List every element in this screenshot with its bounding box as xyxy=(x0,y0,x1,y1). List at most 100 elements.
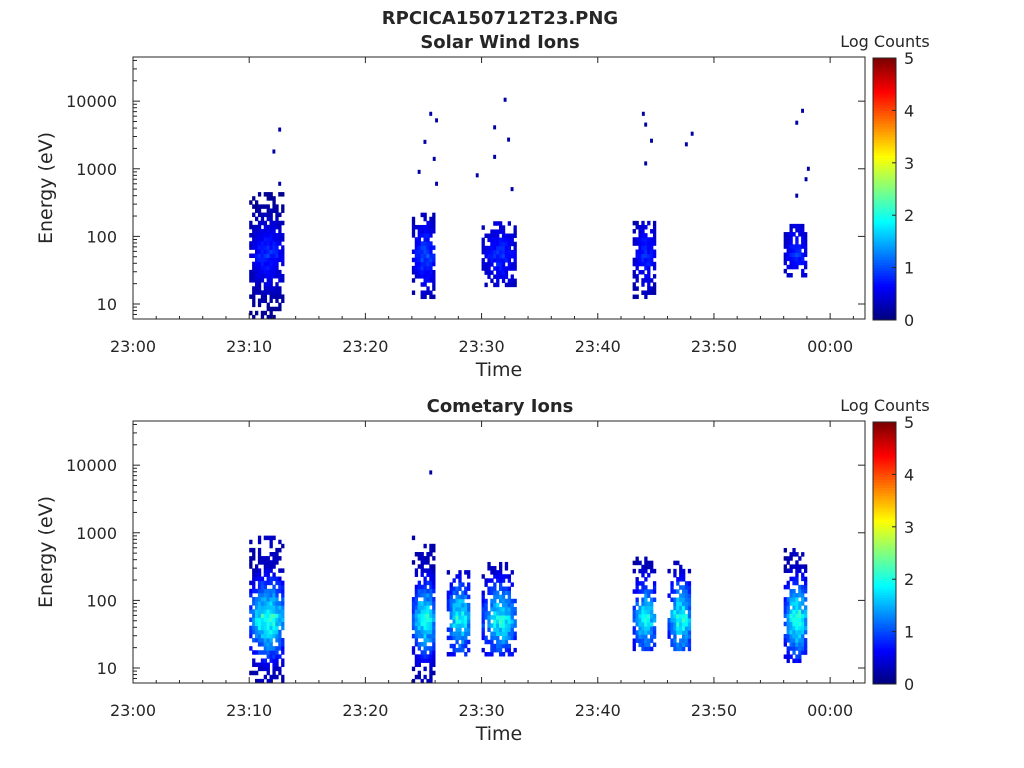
heatmap-cell xyxy=(490,615,494,620)
heatmap-cell xyxy=(275,261,279,267)
heatmap-cell xyxy=(458,631,462,637)
heatmap-cell xyxy=(266,261,270,267)
heatmap-cell xyxy=(423,237,427,242)
heatmap-cell xyxy=(464,623,468,628)
heatmap-cell xyxy=(510,627,514,632)
heatmap-cell xyxy=(414,241,419,246)
heatmap-cell xyxy=(795,654,799,659)
heatmap-cell xyxy=(260,576,265,582)
colorbar-tick-label: 0 xyxy=(904,311,914,330)
heatmap-cell xyxy=(423,245,427,250)
y-tick-label: 10 xyxy=(97,295,117,314)
colorbar-swatch xyxy=(873,547,896,551)
heatmap-cell xyxy=(423,629,427,635)
colorbar-swatch xyxy=(873,571,896,575)
heatmap-cell xyxy=(272,220,276,226)
heatmap-cell xyxy=(684,601,689,607)
heatmap-cell xyxy=(423,613,427,618)
heatmap-cell xyxy=(458,647,462,653)
heatmap-cell xyxy=(783,601,787,606)
heatmap-cell xyxy=(638,605,642,611)
colorbar-swatch xyxy=(873,628,896,633)
heatmap-cell xyxy=(682,617,686,623)
heatmap-cell xyxy=(269,233,273,238)
heatmap-cell xyxy=(414,658,419,663)
heatmap-cell xyxy=(429,294,433,300)
heatmap-cell xyxy=(510,582,514,587)
heatmap-cell xyxy=(644,564,648,570)
heatmap-cell xyxy=(260,650,265,655)
colorbar-swatch xyxy=(873,162,896,166)
colorbar-swatch xyxy=(873,194,896,198)
heatmap-cell xyxy=(792,552,796,557)
heatmap-cell xyxy=(501,578,506,583)
heatmap-cell xyxy=(496,611,500,616)
colorbar-swatch xyxy=(873,558,896,562)
colorbar-swatch xyxy=(873,92,896,96)
colorbar-swatch xyxy=(873,160,896,164)
heatmap-cell xyxy=(263,212,268,218)
heatmap-cell xyxy=(455,627,459,632)
heatmap-cell xyxy=(481,606,485,612)
colorbar-swatch xyxy=(873,186,896,190)
colorbar-tick-label: 3 xyxy=(904,154,914,173)
heatmap-cell xyxy=(676,560,680,566)
heatmap-cell xyxy=(266,269,270,275)
colorbar-swatch xyxy=(873,615,896,619)
heatmap-cell xyxy=(275,588,279,594)
heatmap-cell xyxy=(252,314,256,320)
heatmap-cell xyxy=(417,658,421,663)
heatmap-cell xyxy=(481,241,485,247)
heatmap-cell xyxy=(257,597,262,602)
heatmap-cell xyxy=(647,589,651,594)
heatmap-cell xyxy=(792,646,796,651)
heatmap-cell xyxy=(783,609,787,614)
colorbar-swatch xyxy=(873,545,896,549)
heatmap-cell xyxy=(417,249,421,255)
heatmap-cell xyxy=(650,613,654,619)
y-axis-label-cometary: Energy (eV) xyxy=(35,496,57,608)
colorbar-swatch xyxy=(873,128,896,132)
heatmap-cell xyxy=(513,249,517,255)
heatmap-cell xyxy=(417,674,421,680)
heatmap-cell xyxy=(481,590,485,596)
heatmap-cell xyxy=(257,552,262,557)
heatmap-cell xyxy=(647,274,651,279)
heatmap-cell xyxy=(269,282,273,287)
heatmap-cell xyxy=(423,269,427,275)
heatmap-cell xyxy=(461,619,465,624)
colorbar-swatch xyxy=(873,573,896,578)
heatmap-cell xyxy=(414,269,419,275)
heatmap-cell xyxy=(792,564,796,569)
heatmap-cell xyxy=(804,564,808,569)
heatmap-cell xyxy=(432,613,436,618)
heatmap-cell xyxy=(420,269,424,275)
heatmap-cell xyxy=(275,208,279,213)
heatmap-cell xyxy=(632,646,636,652)
heatmap-cell xyxy=(263,629,268,635)
heatmap-cell xyxy=(260,613,265,618)
colorbar-swatch xyxy=(873,293,896,297)
heatmap-cell xyxy=(461,594,465,600)
heatmap-point xyxy=(690,131,694,136)
heatmap-cell xyxy=(504,253,509,259)
colorbar-swatch xyxy=(873,542,896,546)
heatmap-cell xyxy=(682,642,686,648)
heatmap-cell xyxy=(484,245,488,251)
heatmap-cell xyxy=(667,568,671,574)
heatmap-cell xyxy=(263,220,268,226)
heatmap-cell xyxy=(644,630,648,635)
heatmap-cell xyxy=(481,615,485,620)
heatmap-cell xyxy=(260,625,265,631)
heatmap-cell xyxy=(260,597,265,602)
heatmap-point xyxy=(493,125,497,130)
heatmap-cell xyxy=(257,249,262,254)
colorbar-swatch xyxy=(873,89,896,93)
heatmap-cell xyxy=(281,662,285,668)
heatmap-cell xyxy=(644,556,648,562)
heatmap-cell xyxy=(644,642,648,648)
heatmap-cell xyxy=(652,642,657,648)
colorbar-swatch xyxy=(873,437,896,441)
heatmap-cell xyxy=(278,666,282,672)
colorbar-swatch xyxy=(873,68,896,72)
